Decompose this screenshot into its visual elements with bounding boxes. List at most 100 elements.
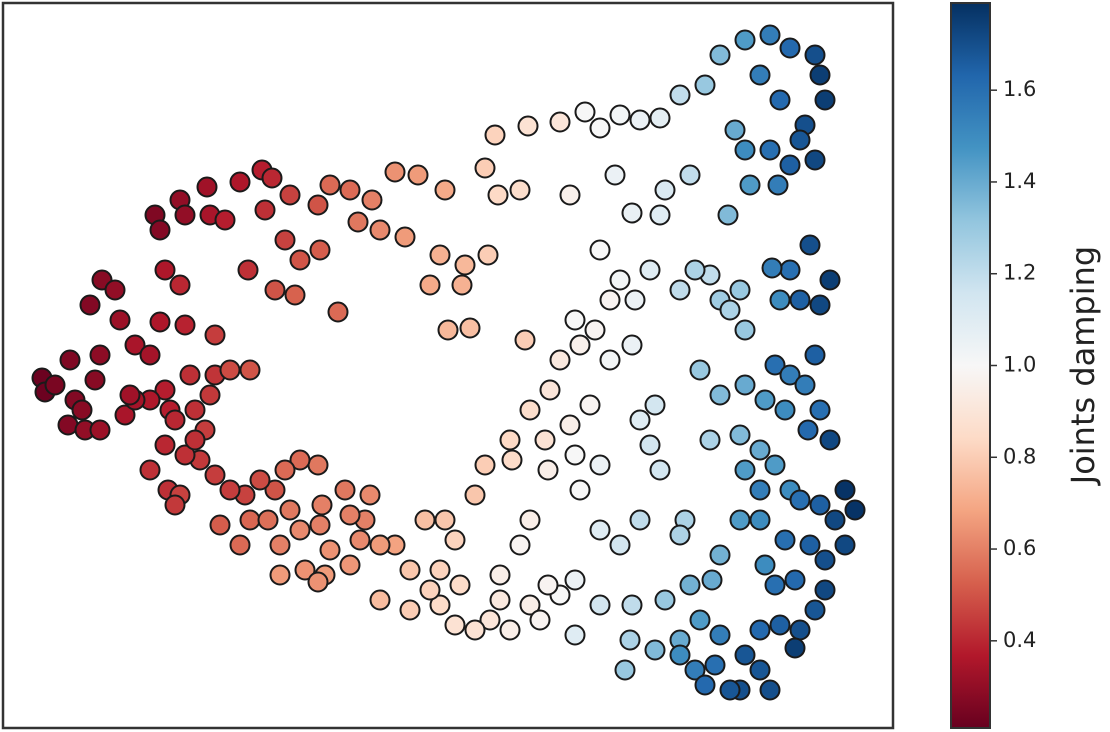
point xyxy=(809,399,831,421)
point xyxy=(319,174,341,196)
point xyxy=(174,314,196,336)
point xyxy=(434,179,456,201)
point xyxy=(319,539,341,561)
point xyxy=(589,594,611,616)
point xyxy=(549,111,571,133)
point xyxy=(779,154,801,176)
point xyxy=(499,619,521,641)
point xyxy=(804,149,826,171)
point xyxy=(579,394,601,416)
point xyxy=(219,359,241,381)
point xyxy=(264,479,286,501)
point xyxy=(797,419,819,441)
point xyxy=(564,444,586,466)
point xyxy=(599,289,621,311)
point xyxy=(679,574,701,596)
point xyxy=(44,374,66,396)
point xyxy=(79,294,101,316)
point xyxy=(269,564,291,586)
point xyxy=(154,259,176,281)
point xyxy=(429,244,451,266)
point xyxy=(339,179,361,201)
point xyxy=(779,259,801,281)
point xyxy=(639,434,661,456)
point xyxy=(749,479,771,501)
point xyxy=(701,569,723,591)
point xyxy=(804,44,826,66)
point xyxy=(844,499,866,521)
point xyxy=(704,654,726,676)
point xyxy=(789,489,811,511)
point xyxy=(679,164,701,186)
point xyxy=(749,509,771,531)
point xyxy=(609,534,631,556)
point xyxy=(517,115,539,137)
points xyxy=(31,24,866,701)
point xyxy=(669,84,691,106)
point xyxy=(799,534,821,556)
point xyxy=(774,529,796,551)
colorbar-tick-label: 1.6 xyxy=(1003,77,1036,101)
point xyxy=(694,674,716,696)
point xyxy=(689,359,711,381)
point xyxy=(484,124,506,146)
point xyxy=(621,594,643,616)
point xyxy=(764,454,786,476)
point xyxy=(339,504,361,526)
point xyxy=(309,514,331,536)
point xyxy=(529,609,551,631)
point xyxy=(719,679,741,701)
point xyxy=(669,524,691,546)
point xyxy=(734,319,756,341)
point xyxy=(779,364,801,386)
point xyxy=(809,64,831,86)
point xyxy=(774,399,796,421)
point xyxy=(709,384,731,406)
point xyxy=(399,559,421,581)
colorbar-tick-label: 1.4 xyxy=(1003,169,1036,193)
point xyxy=(407,164,429,186)
point xyxy=(689,609,711,631)
point xyxy=(509,179,531,201)
point xyxy=(629,509,651,531)
point xyxy=(369,219,391,241)
point xyxy=(814,89,836,111)
point xyxy=(629,409,651,431)
point xyxy=(834,534,856,556)
point xyxy=(739,174,761,196)
point xyxy=(709,624,731,646)
point xyxy=(204,324,226,346)
point xyxy=(537,459,559,481)
point xyxy=(784,637,806,659)
point xyxy=(109,309,131,331)
point xyxy=(614,659,636,681)
point xyxy=(804,344,826,366)
point xyxy=(654,589,676,611)
point xyxy=(169,274,191,296)
point xyxy=(604,164,626,186)
point xyxy=(279,184,301,206)
point xyxy=(814,549,836,571)
point xyxy=(274,229,296,251)
point xyxy=(799,234,821,256)
point xyxy=(589,519,611,541)
point xyxy=(539,379,561,401)
point xyxy=(164,409,186,431)
point xyxy=(519,399,541,421)
point xyxy=(779,37,801,59)
point xyxy=(754,389,776,411)
point xyxy=(347,211,369,233)
point xyxy=(119,384,141,406)
point xyxy=(501,449,523,471)
point xyxy=(669,644,691,666)
point xyxy=(59,349,81,371)
point xyxy=(434,509,456,531)
point xyxy=(644,394,666,416)
point xyxy=(719,299,741,321)
point xyxy=(89,419,111,441)
point xyxy=(639,259,661,281)
point xyxy=(451,274,473,296)
point xyxy=(649,107,671,129)
point xyxy=(149,311,171,333)
point xyxy=(819,429,841,451)
